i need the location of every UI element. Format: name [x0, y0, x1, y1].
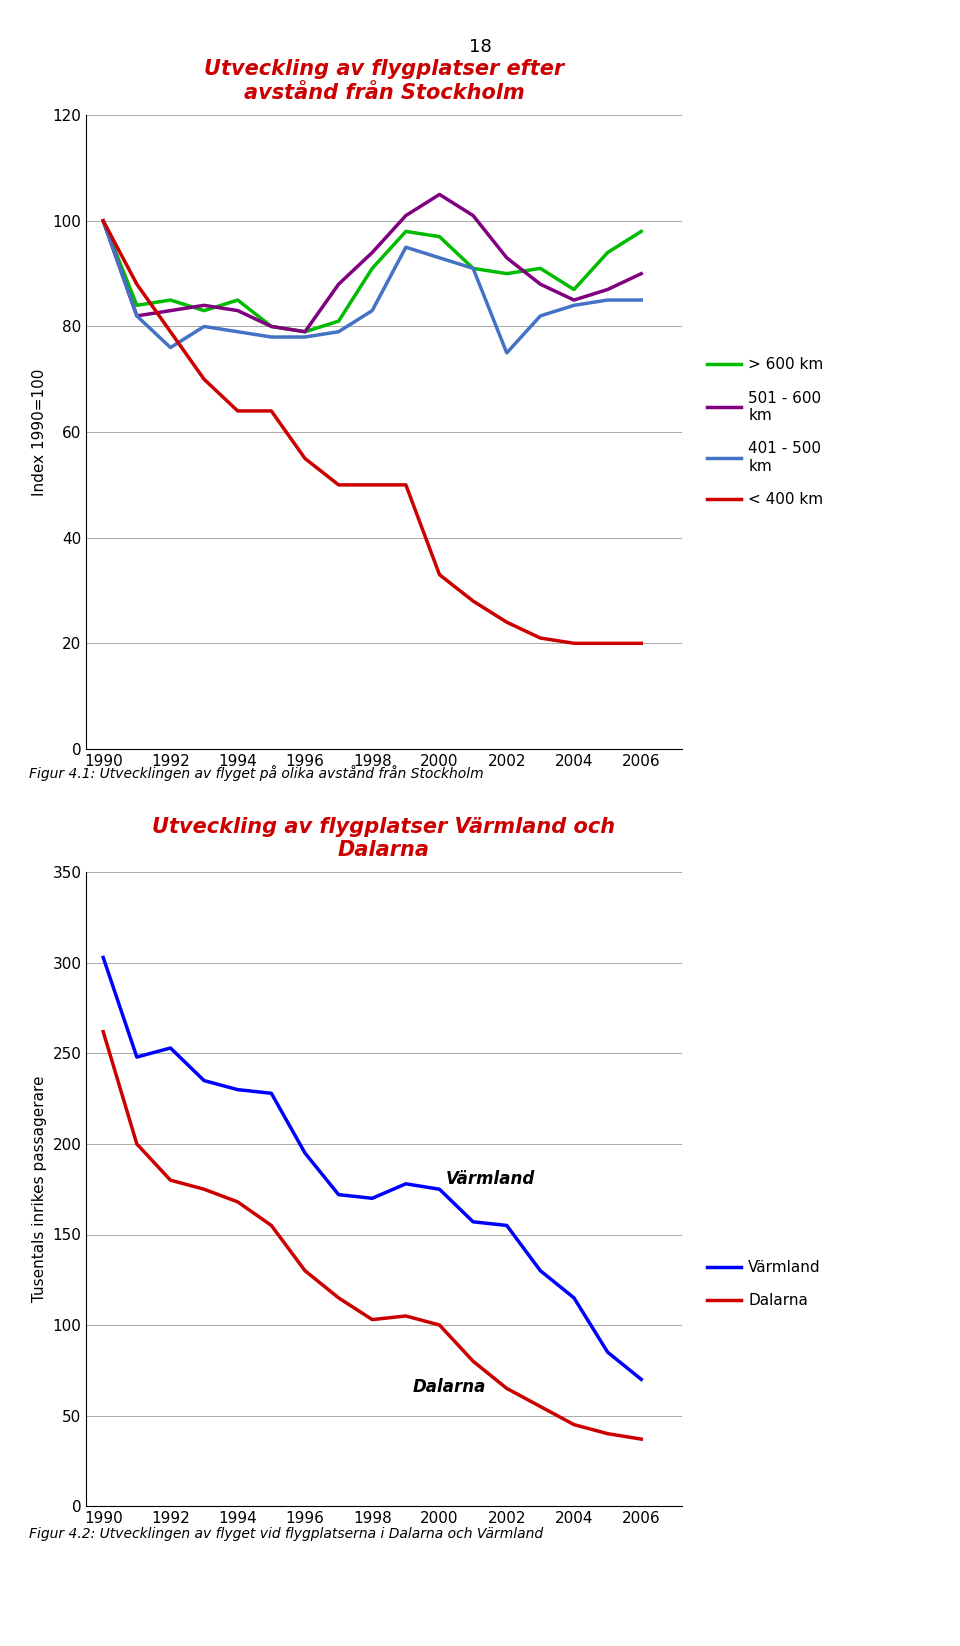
Dalarna [132, 1134, 143, 1154]
Värmland [501, 1215, 513, 1234]
Dalarna [98, 1022, 109, 1042]
Text: Figur 4.1: Utvecklingen av flyget på olika avstånd från Stockholm: Figur 4.1: Utvecklingen av flyget på oli… [29, 765, 484, 782]
Värmland [132, 1047, 143, 1067]
Title: Utveckling av flygplatser Värmland och
Dalarna: Utveckling av flygplatser Värmland och D… [153, 816, 615, 859]
Värmland [535, 1261, 546, 1281]
Dalarna [468, 1351, 479, 1371]
Dalarna [434, 1315, 445, 1335]
Legend: Värmland, Dalarna: Värmland, Dalarna [708, 1261, 821, 1309]
Värmland [232, 1080, 244, 1100]
Värmland [266, 1083, 277, 1103]
Värmland [636, 1369, 647, 1389]
Värmland [98, 948, 109, 968]
Värmland [400, 1174, 412, 1193]
Dalarna [300, 1261, 311, 1281]
Text: Värmland: Värmland [446, 1170, 536, 1188]
Värmland [602, 1343, 613, 1363]
Dalarna [636, 1429, 647, 1448]
Text: Figur 4.2: Utvecklingen av flyget vid flygplatserna i Dalarna och Värmland: Figur 4.2: Utvecklingen av flyget vid fl… [29, 1527, 543, 1542]
Dalarna [501, 1379, 513, 1399]
Dalarna [568, 1416, 580, 1435]
Text: 18: 18 [468, 38, 492, 56]
Line: Dalarna: Dalarna [104, 1032, 641, 1439]
Title: Utveckling av flygplatser efter
avstånd från Stockholm: Utveckling av flygplatser efter avstånd … [204, 59, 564, 102]
Värmland [300, 1142, 311, 1162]
Dalarna [602, 1424, 613, 1444]
Värmland [434, 1179, 445, 1198]
Dalarna [367, 1310, 378, 1330]
Värmland [165, 1039, 177, 1058]
Text: Dalarna: Dalarna [413, 1378, 486, 1396]
Dalarna [199, 1179, 210, 1198]
Legend: > 600 km, 501 - 600
km, 401 - 500
km, < 400 km: > 600 km, 501 - 600 km, 401 - 500 km, < … [708, 357, 824, 507]
Y-axis label: Tusentals inrikes passagerare: Tusentals inrikes passagerare [32, 1076, 47, 1302]
Värmland [199, 1070, 210, 1090]
Dalarna [232, 1192, 244, 1211]
Värmland [568, 1287, 580, 1307]
Värmland [333, 1185, 345, 1205]
Dalarna [165, 1170, 177, 1190]
Dalarna [400, 1307, 412, 1327]
Line: Värmland: Värmland [104, 958, 641, 1379]
Dalarna [535, 1396, 546, 1416]
Dalarna [333, 1287, 345, 1307]
Värmland [367, 1188, 378, 1208]
Dalarna [266, 1215, 277, 1234]
Värmland [468, 1211, 479, 1231]
Y-axis label: Index 1990=100: Index 1990=100 [32, 369, 47, 495]
